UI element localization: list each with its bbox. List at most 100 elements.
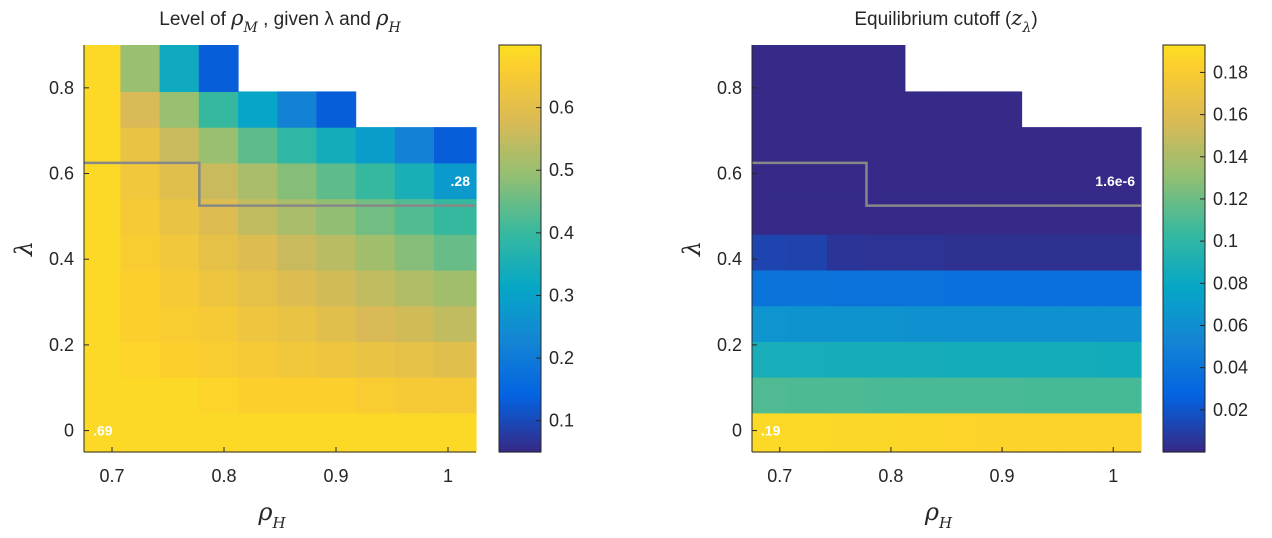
- heatmap-cell: [865, 198, 906, 235]
- colorbar-segment: [1163, 197, 1205, 202]
- colorbar-segment: [1163, 221, 1205, 226]
- heatmap-cell: [752, 234, 789, 271]
- x-tick-label: 1: [443, 466, 453, 486]
- colorbar-tick-label: 0.04: [1213, 358, 1248, 378]
- colorbar-segment: [1163, 414, 1205, 419]
- heatmap-cell: [84, 162, 121, 200]
- heatmap-cell: [904, 162, 945, 200]
- colorbar-segment: [499, 173, 541, 178]
- heatmap-cell: [316, 162, 357, 200]
- heatmap-cell: [84, 341, 121, 378]
- heatmap-cell: [316, 341, 357, 378]
- heatmap-cell: [277, 377, 317, 414]
- x-tick-label: 0.8: [211, 466, 236, 486]
- heatmap-cell: [198, 305, 239, 342]
- heatmap-cell: [1099, 234, 1142, 271]
- colorbar-segment: [499, 207, 541, 212]
- colorbar-segment: [499, 265, 541, 270]
- colorbar-segment: [1163, 319, 1205, 324]
- heatmap-cell: [1060, 127, 1100, 164]
- heatmap-cell: [120, 91, 161, 128]
- colorbar: 0.1 0.2 0.3 0.4 0.5 0.6: [498, 44, 574, 453]
- heatmap-cell: [120, 198, 161, 235]
- colorbar-segment: [1163, 384, 1205, 389]
- heatmap-cell: [982, 127, 1023, 164]
- colorbar-segment: [1163, 173, 1205, 178]
- colorbar-segment: [499, 72, 541, 77]
- colorbar-segment: [499, 102, 541, 107]
- heatmap-cell: [84, 234, 121, 271]
- heatmap-cell: [355, 269, 396, 307]
- colorbar-segment: [1163, 177, 1205, 182]
- heatmap-cell: [84, 377, 121, 414]
- y-tick-label: 0.6: [49, 164, 74, 184]
- colorbar-segment: [1163, 58, 1205, 63]
- heatmap-cell: [238, 127, 278, 164]
- heatmap-cell: [1021, 234, 1062, 271]
- colorbar: 0.02 0.04 0.06 0.08 0.1 0.12 0.14 0.16 0.18: [1162, 44, 1248, 453]
- colorbar-segment: [1163, 407, 1205, 412]
- colorbar-segment: [499, 377, 541, 382]
- colorbar-segment: [1163, 228, 1205, 233]
- colorbar-segment: [1163, 116, 1205, 121]
- colorbar-segment: [499, 109, 541, 114]
- heatmap-cell: [752, 127, 789, 164]
- colorbar-segment: [1163, 265, 1205, 270]
- colorbar-segment: [499, 316, 541, 321]
- heatmap-cell: [1060, 269, 1100, 307]
- chart-title: Equilibrium cutoff (zλ): [854, 6, 1037, 36]
- colorbar-segment: [499, 401, 541, 406]
- heatmap-cells: [84, 45, 477, 453]
- colorbar-segment: [499, 55, 541, 60]
- colorbar-segment: [499, 92, 541, 97]
- heatmap-cell: [943, 377, 984, 414]
- heatmap-cell: [84, 198, 121, 235]
- colorbar-segment: [1163, 292, 1205, 297]
- heatmap-cell: [84, 45, 121, 93]
- heatmap-cell: [752, 377, 789, 414]
- colorbar-segment: [499, 116, 541, 121]
- colorbar-segment: [1163, 255, 1205, 260]
- colorbar-segment: [499, 326, 541, 331]
- heatmap-cell: [277, 234, 317, 271]
- y-tick-label: 0.8: [717, 78, 742, 98]
- heatmap-cell: [1021, 198, 1062, 235]
- colorbar-segment: [499, 438, 541, 443]
- heatmap-cell: [1099, 377, 1142, 414]
- colorbar-segment: [499, 262, 541, 267]
- colorbar-segment: [499, 448, 541, 453]
- heatmap-cell: [238, 305, 278, 342]
- colorbar-segment: [499, 445, 541, 450]
- heatmap-cell: [434, 198, 477, 235]
- heatmap-cell: [904, 91, 945, 128]
- colorbar-segment: [499, 129, 541, 134]
- heatmap-cell: [198, 45, 239, 93]
- heatmap-cell: [1060, 305, 1100, 342]
- colorbar-segment: [499, 424, 541, 429]
- value-annotation: .69: [93, 423, 113, 439]
- colorbar-segment: [1163, 401, 1205, 406]
- heatmap-cell: [238, 377, 278, 414]
- colorbar-segment: [499, 421, 541, 426]
- heatmap-cell: [865, 377, 906, 414]
- colorbar-segment: [499, 99, 541, 104]
- heatmap-cell: [904, 341, 945, 378]
- colorbar-segment: [1163, 316, 1205, 321]
- colorbar-segment: [1163, 184, 1205, 189]
- colorbar-segment: [1163, 418, 1205, 423]
- heatmap-cells: [752, 45, 1142, 453]
- colorbar-segment: [499, 295, 541, 300]
- heatmap-cell: [904, 377, 945, 414]
- heatmap-cell: [943, 127, 984, 164]
- heatmap-cell: [904, 198, 945, 235]
- heatmap-cell: [827, 127, 867, 164]
- heatmap-cell: [752, 305, 789, 342]
- heatmap-cell: [238, 91, 278, 128]
- colorbar-segment: [1163, 373, 1205, 378]
- heatmap-cell: [865, 162, 906, 200]
- colorbar-segment: [499, 51, 541, 56]
- chart-panel-2: .19 1.6e-6 0.7 0.8 0.9 1 0 0.2 0.4 0.6 0.8 ρH λ Equil…: [678, 6, 1248, 532]
- heatmap-cell: [316, 198, 357, 235]
- heatmap-cell: [827, 91, 867, 128]
- heatmap-cell: [355, 162, 396, 200]
